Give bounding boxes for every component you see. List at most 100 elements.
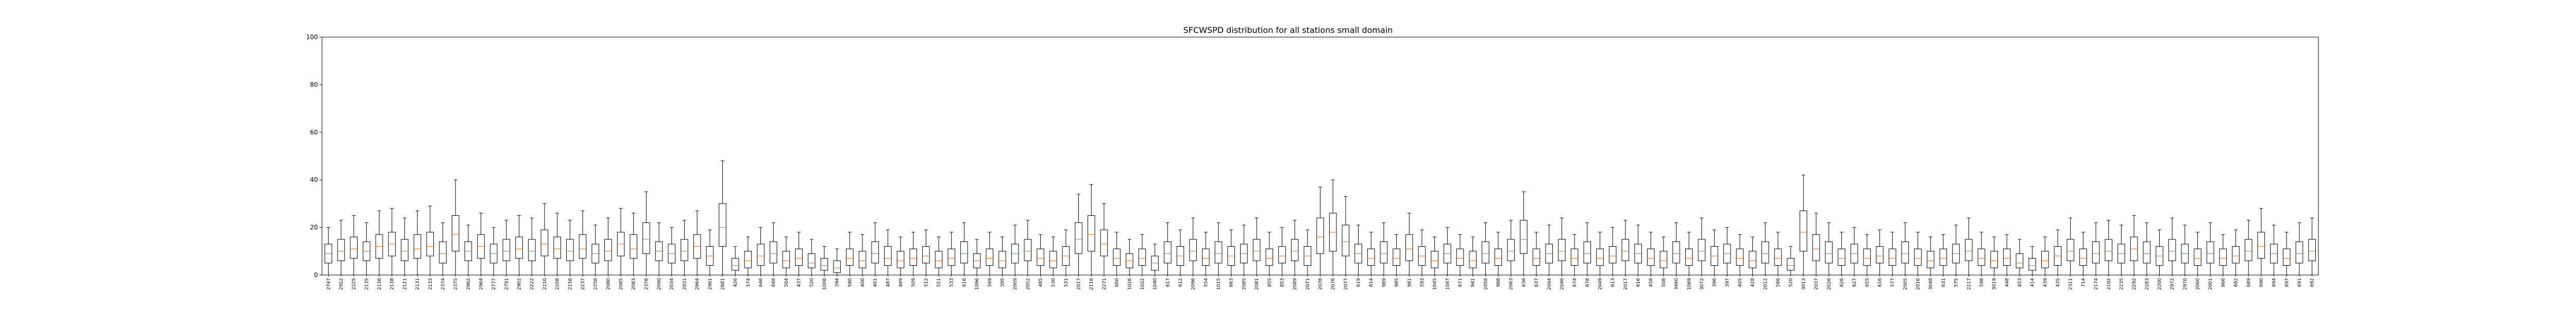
box-iqr	[579, 234, 587, 259]
x-tick-label: 637	[1534, 278, 1539, 287]
x-tick-label: 682	[2234, 278, 2239, 287]
box-614	[1367, 232, 1375, 276]
box-iqr	[553, 236, 561, 259]
box-iqr	[986, 248, 994, 266]
x-tick-label: 437	[797, 278, 802, 287]
box-iqr	[1621, 239, 1630, 261]
box-1096	[973, 239, 981, 276]
x-tick-label: 2962	[466, 278, 471, 290]
x-tick-label: 2116	[1089, 278, 1094, 290]
x-tick-label: 2131	[415, 278, 420, 290]
x-tick-label: 520	[1789, 278, 1794, 287]
box-458	[1647, 232, 1655, 276]
box-395	[998, 236, 1006, 276]
x-tick-label: 674	[1572, 278, 1578, 287]
box-2962	[464, 225, 472, 276]
box-iqr	[2092, 241, 2100, 264]
x-tick-label: 855	[1267, 278, 1273, 287]
box-iqr	[1342, 225, 1350, 256]
box-2237	[579, 210, 587, 276]
x-tick-label: 2777	[492, 278, 497, 290]
box-690	[2257, 208, 2265, 276]
box-2747	[325, 227, 332, 276]
box-2133	[426, 205, 434, 276]
box-iqr	[935, 251, 943, 268]
box-iqr	[1800, 210, 1807, 252]
box-iqr	[1964, 239, 1973, 261]
x-tick-label: 485	[1039, 278, 1044, 287]
x-tick-label: 2283	[2145, 278, 2150, 290]
box-iqr	[1164, 241, 1172, 264]
x-tick-label: 691	[2297, 278, 2302, 287]
box-iqr	[350, 236, 358, 259]
x-tick-label: 598	[1979, 278, 1985, 287]
box-593	[1418, 229, 1426, 276]
box-iqr	[1469, 251, 1477, 268]
x-tick-label: 530	[1051, 278, 1056, 287]
box-iqr	[1100, 229, 1108, 256]
box-iqr	[2206, 241, 2214, 264]
box-iqr	[1774, 248, 1782, 266]
box-iqr	[1252, 239, 1261, 261]
box-iqr	[1901, 241, 1909, 264]
x-tick-label: 617	[1165, 278, 1171, 287]
box-iqr	[1926, 251, 1935, 268]
box-iqr	[909, 248, 917, 266]
box-682	[2232, 229, 2240, 276]
box-iqr	[947, 248, 956, 266]
box-531	[1062, 229, 1070, 276]
box-iqr	[2219, 248, 2227, 266]
x-tick-label: 2085	[619, 278, 624, 290]
x-tick-label: 985	[1395, 278, 1400, 287]
x-tick-label: 487	[886, 278, 891, 287]
x-tick-label: 2222	[530, 278, 535, 290]
box-600	[1113, 232, 1121, 276]
box-iqr	[2041, 251, 2049, 268]
box-2210	[540, 203, 549, 276]
box-448	[2003, 234, 2011, 276]
box-iqr	[845, 248, 854, 266]
x-tick-label: 2016	[1916, 278, 1921, 290]
x-tick-label: 2071	[1306, 278, 1311, 290]
box-988	[1494, 232, 1502, 276]
box-iqr	[1214, 241, 1223, 264]
box-2085	[1240, 225, 1248, 276]
x-tick-label: 2258	[594, 278, 599, 290]
box-2156	[566, 220, 574, 276]
box-iqr	[1888, 248, 1896, 266]
box-428	[1749, 236, 1756, 276]
box-2922	[337, 220, 345, 276]
box-636	[1520, 191, 1528, 276]
box-2225	[350, 215, 358, 276]
x-tick-label: 2080	[606, 278, 611, 290]
box-941	[1469, 236, 1477, 276]
box-671	[1456, 234, 1464, 276]
box-iqr	[1787, 258, 1795, 271]
box-1040	[1151, 244, 1159, 276]
box-2964	[693, 210, 701, 276]
x-tick-label: 655	[1865, 278, 1870, 287]
box-iqr	[884, 246, 892, 266]
box-575	[1952, 225, 1960, 276]
box-iqr	[1939, 248, 1947, 266]
x-tick-label: 1045	[1433, 278, 1438, 290]
box-396	[1710, 229, 1718, 276]
box-iqr	[681, 239, 688, 261]
x-tick-label: 631	[1941, 278, 1946, 287]
box-iqr	[1049, 251, 1057, 268]
x-tick-label: 2026	[1827, 278, 1832, 290]
box-iqr	[1507, 239, 1515, 261]
box-439	[2041, 236, 2049, 276]
box-2375	[451, 179, 460, 276]
x-tick-label: 3048	[1928, 278, 1934, 290]
box-iqr	[807, 253, 816, 268]
x-tick-label: 439	[2043, 278, 2048, 287]
x-tick-label: 2017	[1623, 278, 1629, 290]
box-2136	[375, 210, 383, 276]
y-tick-label: 100	[306, 33, 318, 41]
x-tick-label: 2200	[2157, 278, 2162, 290]
box-iqr	[833, 260, 841, 273]
x-tick-label: 2031	[682, 278, 687, 290]
x-tick-label: 2077	[1344, 278, 1349, 290]
box-691	[2295, 222, 2303, 276]
